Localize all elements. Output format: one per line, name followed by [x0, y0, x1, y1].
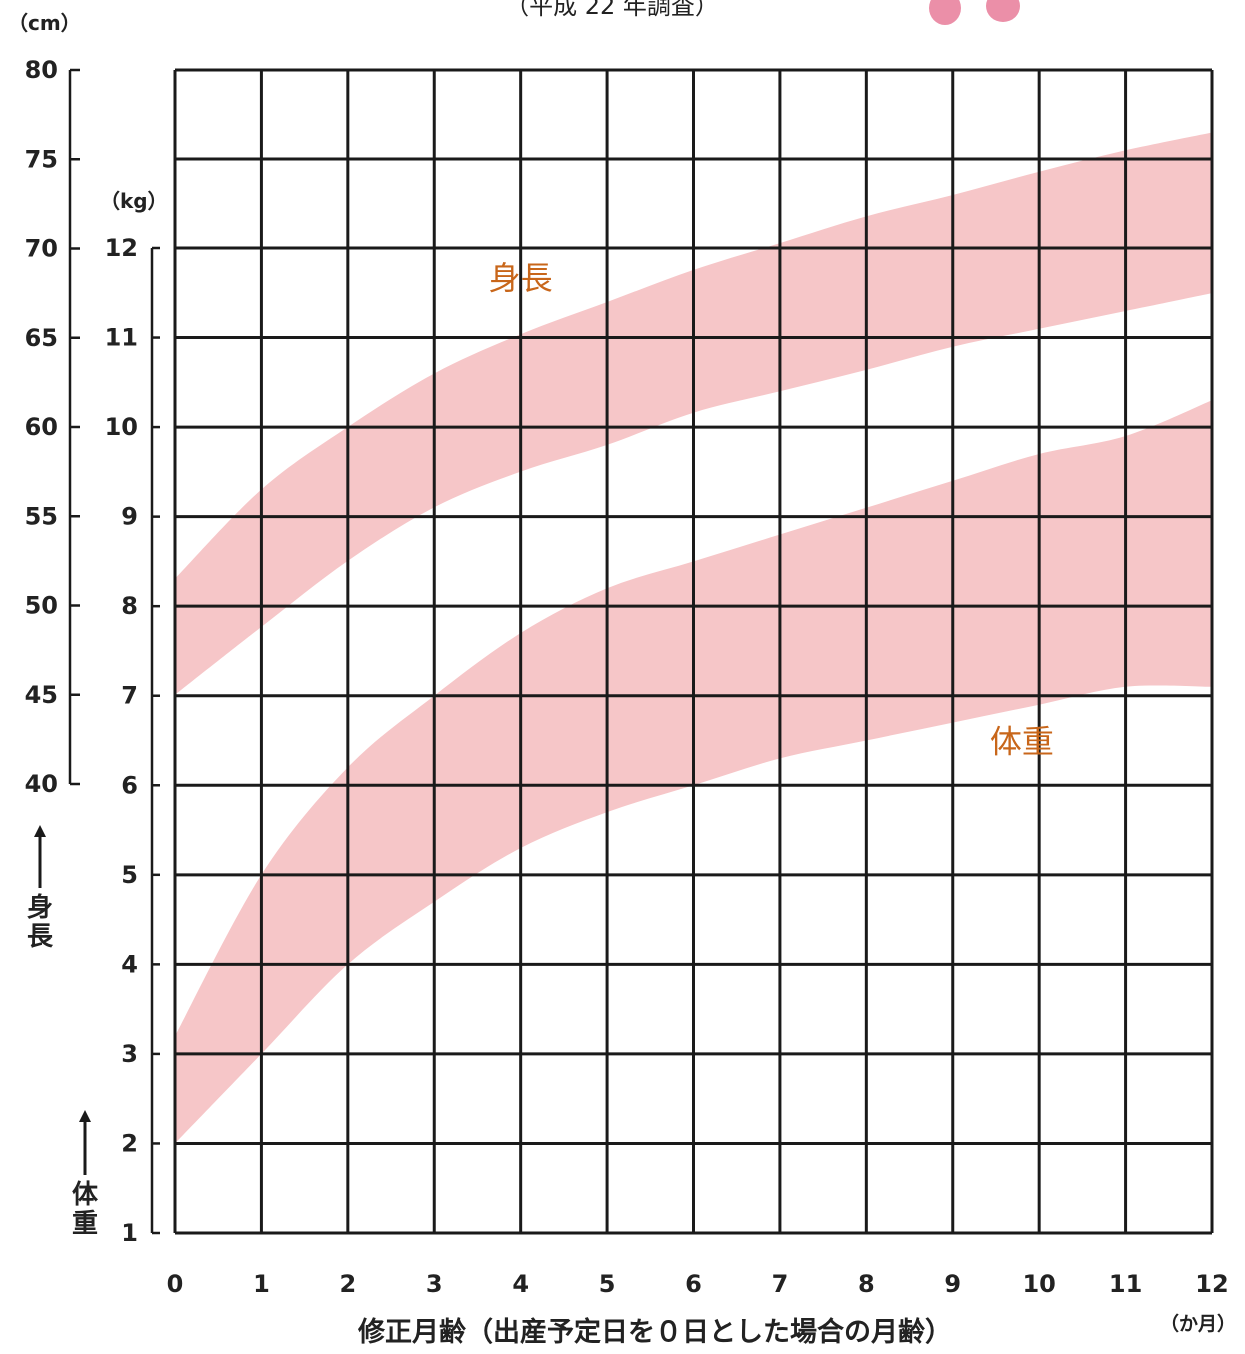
x-tick-label: 2 — [339, 1270, 356, 1298]
height-tick-label: 75 — [25, 145, 58, 173]
band-label-weight: 体重 — [990, 723, 1054, 761]
height-tick-label: 70 — [25, 235, 58, 263]
weight-tick-label: 10 — [105, 413, 138, 441]
x-tick-label: 8 — [858, 1270, 875, 1298]
x-tick-label: 11 — [1109, 1270, 1142, 1298]
height-axis-title-arrow-head — [34, 825, 46, 837]
height-unit-label: （cm） — [8, 11, 81, 35]
x-tick-label: 6 — [685, 1270, 702, 1298]
x-axis-title: 修正月齢（出産予定日を０日とした場合の月齢） — [357, 1316, 952, 1348]
x-tick-label: 4 — [512, 1270, 529, 1298]
height-tick-label: 50 — [25, 592, 58, 620]
band-label-height: 身長 — [489, 259, 553, 297]
weight-axis-title-char: 体 — [72, 1180, 99, 1210]
weight-tick-label: 2 — [121, 1129, 138, 1157]
weight-tick-label: 4 — [121, 950, 138, 978]
x-tick-label: 0 — [167, 1270, 184, 1298]
weight-axis-title-arrow-head — [79, 1110, 91, 1122]
weight-tick-label: 7 — [121, 682, 138, 710]
weight-tick-label: 6 — [121, 771, 138, 799]
height-axis-title-char: 長 — [27, 922, 54, 952]
height-axis-title-char: 身 — [27, 892, 53, 923]
feet-decoration — [929, 0, 1020, 25]
x-axis-unit: （か月） — [1160, 1312, 1236, 1335]
weight-tick-label: 5 — [121, 861, 138, 889]
axes-layer: 404550556065707580（cm）123456789101112（kg… — [8, 11, 1229, 1298]
x-tick-label: 12 — [1195, 1270, 1228, 1298]
weight-unit-label: （kg） — [100, 189, 168, 213]
x-tick-label: 5 — [599, 1270, 616, 1298]
x-tick-label: 10 — [1022, 1270, 1055, 1298]
height-tick-label: 65 — [25, 324, 58, 352]
x-tick-label: 3 — [426, 1270, 443, 1298]
height-tick-label: 80 — [25, 56, 58, 84]
weight-tick-label: 8 — [121, 592, 138, 620]
weight-axis-title-char: 重 — [72, 1209, 98, 1239]
x-tick-label: 9 — [944, 1270, 961, 1298]
height-tick-label: 40 — [25, 770, 58, 798]
chart-title: （平成 22 年調査） — [505, 0, 719, 20]
height-tick-label: 55 — [25, 502, 58, 530]
weight-tick-label: 1 — [121, 1219, 138, 1247]
weight-tick-label: 12 — [105, 234, 138, 262]
x-tick-label: 1 — [253, 1270, 270, 1298]
x-tick-label: 7 — [772, 1270, 789, 1298]
weight-tick-label: 9 — [121, 503, 138, 531]
height-tick-label: 45 — [25, 681, 58, 709]
grid-layer — [173, 68, 1214, 1235]
weight-tick-label: 3 — [121, 1040, 138, 1068]
weight-tick-label: 11 — [105, 324, 138, 352]
height-tick-label: 60 — [25, 413, 58, 441]
